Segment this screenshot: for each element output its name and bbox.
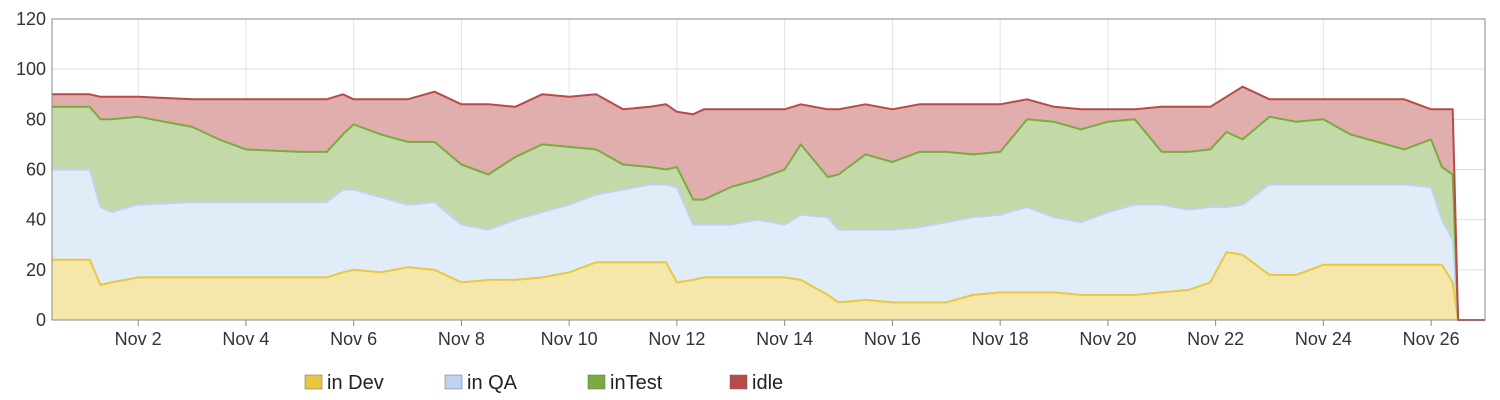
legend-item-idle: idle — [729, 372, 783, 394]
legend-item-in-dev: in Dev — [304, 372, 384, 394]
line-in-qa — [52, 168, 1485, 321]
x-tick-label: Nov 4 — [222, 329, 269, 349]
line-intest — [52, 105, 1485, 321]
x-tick-label: Nov 8 — [438, 329, 485, 349]
x-tick-label: Nov 10 — [541, 329, 598, 349]
x-axis-ticks: Nov 2 Nov 4 Nov 6 Nov 8 Nov 10 Nov 12 Nov 14 No… — [115, 320, 1460, 349]
x-tick-label: Nov 24 — [1295, 329, 1352, 349]
area-in-dev — [52, 252, 1485, 320]
y-tick-label: 120 — [16, 9, 46, 29]
x-tick-label: Nov 12 — [648, 329, 705, 349]
legend: in Dev in QA inTest idle — [304, 372, 783, 394]
x-tick-label: Nov 6 — [330, 329, 377, 349]
legend-label: inTest — [610, 372, 663, 394]
y-tick-label: 60 — [26, 160, 46, 180]
line-in-dev — [52, 251, 1485, 321]
series-areas — [52, 86, 1485, 320]
y-axis-ticks: 0 20 40 60 80 100 120 — [16, 9, 46, 330]
x-tick-label: Nov 18 — [972, 329, 1029, 349]
legend-swatch — [587, 374, 606, 390]
legend-label: in Dev — [327, 372, 384, 394]
plot-border — [51, 18, 1486, 321]
legend-label: in QA — [467, 372, 518, 394]
legend-item-intest: inTest — [587, 372, 663, 394]
area-intest — [52, 106, 1485, 320]
y-tick-label: 20 — [26, 260, 46, 280]
y-tick-label: 0 — [36, 310, 46, 330]
legend-label: idle — [752, 372, 783, 394]
x-tick-label: Nov 2 — [115, 329, 162, 349]
x-tick-label: Nov 16 — [864, 329, 921, 349]
legend-swatch — [729, 374, 748, 390]
x-tick-label: Nov 20 — [1079, 329, 1136, 349]
x-tick-label: Nov 26 — [1403, 329, 1460, 349]
legend-swatch — [444, 374, 463, 390]
y-tick-label: 40 — [26, 210, 46, 230]
line-idle — [52, 85, 1485, 321]
legend-swatch — [304, 374, 323, 390]
x-tick-label: Nov 14 — [756, 329, 813, 349]
y-tick-label: 80 — [26, 109, 46, 129]
y-tick-label: 100 — [16, 59, 46, 79]
area-idle — [52, 86, 1485, 320]
series-lines — [52, 85, 1485, 321]
x-tick-label: Nov 22 — [1187, 329, 1244, 349]
legend-item-in-qa: in QA — [444, 372, 518, 394]
